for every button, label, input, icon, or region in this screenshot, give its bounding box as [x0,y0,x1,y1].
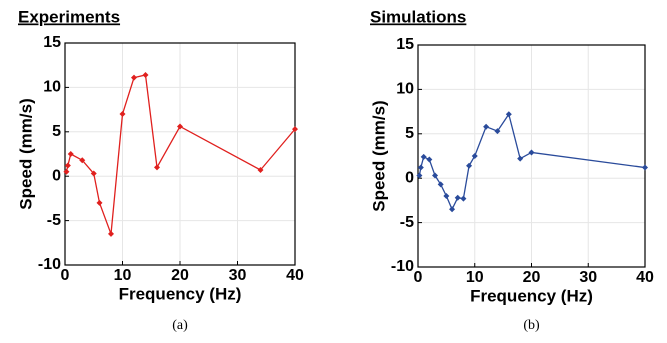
x-tick-label: 10 [466,269,484,286]
x-tick-label: 20 [171,267,189,284]
x-tick-label: 20 [523,269,541,286]
data-point [64,162,71,169]
x-tick-label: 0 [414,269,423,286]
data-point [443,192,450,199]
y-tick-label: -10 [38,256,61,273]
data-point [177,123,183,130]
data-line [65,74,296,235]
y-tick-label: -10 [391,258,414,275]
data-line [418,112,646,211]
data-point [505,111,512,118]
x-tick-label: 10 [114,267,132,284]
data-point [131,74,137,81]
data-point [63,168,70,175]
x-tick-label: 0 [61,267,70,284]
y-tick-label: 15 [43,34,61,51]
y-tick-label: -5 [400,214,414,231]
data-point [90,170,97,177]
chart-title: Experiments [18,7,120,26]
data-point [449,206,456,213]
data-point [426,156,433,163]
data-point [417,164,424,171]
data-point [79,157,86,164]
x-tick-label: 40 [636,269,654,286]
data-point [119,111,126,118]
data-point [517,155,524,162]
y-tick-label: 0 [405,169,414,186]
data-point [67,151,74,157]
data-point [454,194,461,201]
y-tick-label: 5 [405,125,414,142]
plot-frame [417,44,646,268]
data-point [432,172,439,179]
data-point [437,181,444,188]
x-axis-label: Frequency (Hz) [119,284,242,303]
data-point [466,162,473,169]
data-point [416,172,423,179]
data-point [142,71,149,78]
data-point [494,128,501,135]
caption: (b) [523,318,540,333]
x-axis-label: Frequency (Hz) [470,286,593,305]
data-point [420,153,427,160]
y-tick-label: 0 [52,167,61,184]
data-point [642,164,648,171]
y-tick-label: -5 [47,212,61,229]
x-tick-label: 40 [286,267,304,284]
caption: (a) [172,318,188,333]
data-point [292,126,298,133]
x-tick-label: 30 [579,269,597,286]
y-tick-label: 10 [396,81,414,98]
y-tick-label: 5 [52,123,61,140]
data-point [96,199,103,206]
data-point [460,195,467,202]
y-axis-label: Speed (mm/s) [16,98,35,209]
data-point [483,123,490,130]
plot-frame [64,42,296,266]
y-tick-label: 15 [396,36,414,53]
chart-title: Simulations [370,7,466,26]
y-tick-label: 10 [43,79,61,96]
data-point [528,149,535,156]
data-point [108,230,114,237]
data-point [257,166,264,173]
data-point [471,153,478,159]
data-point [154,164,160,171]
y-axis-label: Speed (mm/s) [369,100,388,211]
x-tick-label: 30 [229,267,247,284]
